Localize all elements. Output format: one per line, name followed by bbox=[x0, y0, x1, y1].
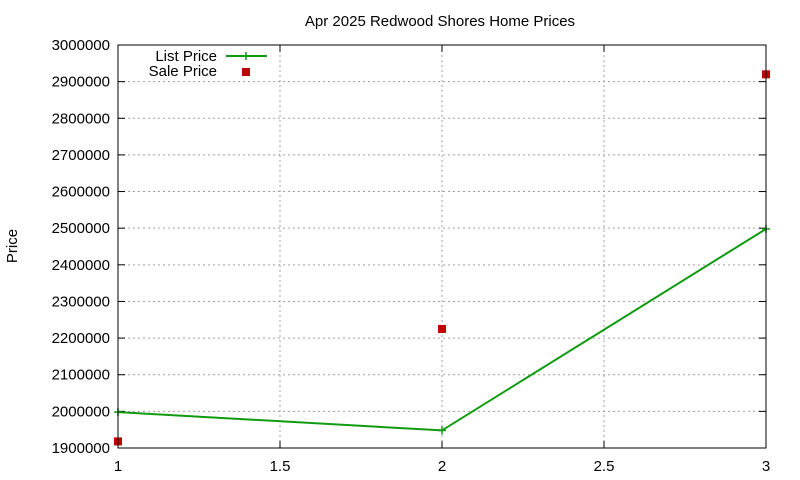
x-tick-label: 1 bbox=[114, 458, 122, 475]
x-tick-label: 1.5 bbox=[270, 458, 291, 475]
y-tick-label: 2200000 bbox=[52, 330, 110, 347]
y-tick-label: 2100000 bbox=[52, 367, 110, 384]
y-tick-label: 2300000 bbox=[52, 293, 110, 310]
y-tick-label: 3000000 bbox=[52, 37, 110, 54]
y-tick-label: 2400000 bbox=[52, 257, 110, 274]
y-axis-label: Price bbox=[4, 229, 21, 263]
y-tick-label: 2000000 bbox=[52, 403, 110, 420]
y-tick-label: 2500000 bbox=[52, 220, 110, 237]
y-tick-label: 2700000 bbox=[52, 147, 110, 164]
data-point-sale-price bbox=[438, 324, 446, 333]
data-point-list-price bbox=[438, 426, 446, 435]
legend-label-sale-price: Sale Price bbox=[149, 63, 217, 80]
y-tick-label: 1900000 bbox=[52, 440, 110, 457]
legend-marker-list-price bbox=[242, 52, 250, 60]
y-tick-label: 2900000 bbox=[52, 74, 110, 91]
legend-label-list-price: List Price bbox=[155, 48, 217, 65]
y-tick-label: 2600000 bbox=[52, 184, 110, 201]
grid-lines bbox=[118, 45, 766, 448]
legend-marker-sale-price bbox=[242, 68, 250, 76]
chart-title: Apr 2025 Redwood Shores Home Prices bbox=[305, 13, 575, 30]
x-axis-ticks: 1 1.5 2 2.5 3 bbox=[114, 45, 770, 475]
y-tick-label: 2800000 bbox=[52, 110, 110, 127]
x-tick-label: 2 bbox=[438, 458, 446, 475]
y-axis-ticks: 1900000 2000000 2100000 2200000 2300000 24000… bbox=[52, 37, 766, 457]
plot-frame bbox=[117, 44, 767, 449]
x-tick-label: 3 bbox=[762, 458, 770, 475]
x-tick-label: 2.5 bbox=[594, 458, 615, 475]
